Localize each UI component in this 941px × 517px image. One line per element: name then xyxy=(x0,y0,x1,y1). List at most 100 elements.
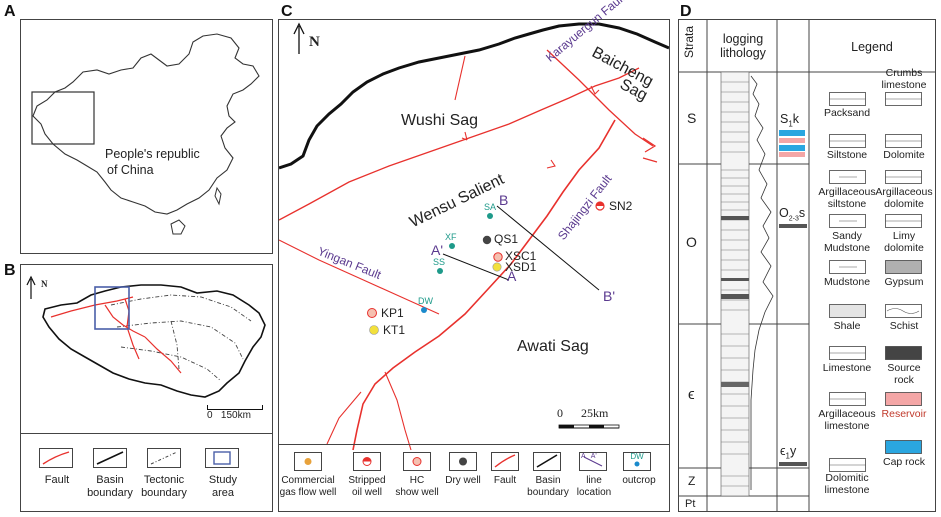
legend-dolomitic-limestone-1: Dolomitic xyxy=(825,472,869,484)
legend-argillaceous-siltstone-2: siltstone xyxy=(827,198,867,210)
study-region-box xyxy=(31,91,95,145)
legend-argillaceous-limestone: Argillaceous limestone xyxy=(815,408,879,432)
legend-sandy-mudstone: Sandy Mudstone xyxy=(815,230,879,254)
stratigraphic-column xyxy=(679,20,935,511)
legend-hc-line1: HC xyxy=(409,475,425,486)
header-logging: logging lithology xyxy=(709,32,777,60)
well-kt1 xyxy=(369,325,379,335)
basin-swatch-b xyxy=(93,448,127,468)
formation-o23s-end: s xyxy=(798,206,806,220)
well-xf xyxy=(449,243,455,249)
legend-line-line1: line xyxy=(586,475,602,486)
legend-hc-line2: show well xyxy=(395,487,439,498)
formation-o23s: O2-3s xyxy=(779,206,805,223)
legend-crumbs-limestone-2: limestone xyxy=(881,79,927,91)
region-wushi-sag: Wushi Sag xyxy=(401,112,479,129)
legend-schist: Schist xyxy=(889,320,919,332)
legend-gas-line2: gas flow well xyxy=(279,487,337,498)
line-icon-text: A A' xyxy=(581,453,597,460)
stratum-pt: Pt xyxy=(685,498,696,510)
panel-a-label: A xyxy=(4,3,16,20)
panel-a-map: People's republic of China xyxy=(20,19,273,254)
legend-crumbs-limestone: Crumbs limestone xyxy=(873,67,935,91)
legend-reservoir: Reservoir xyxy=(881,408,927,420)
legend-fault-b: Fault xyxy=(44,474,70,486)
well-label-xsc1: XSC1 xyxy=(505,249,537,263)
fault-map xyxy=(279,22,669,451)
well-label-ss: SS xyxy=(433,257,446,267)
formation-s1k: S1k xyxy=(780,112,799,129)
line-label-a-prime: A' xyxy=(431,242,444,258)
legend-sandy-mudstone-2: Mudstone xyxy=(823,242,871,254)
well-kp1 xyxy=(367,308,377,318)
well-sa xyxy=(487,213,493,219)
formation-o23s-main: O xyxy=(779,206,789,220)
legend-b: Fault Basin boundary Tectonic boundary S… xyxy=(21,433,272,512)
formation-e1y-sub: 1 xyxy=(785,451,790,461)
legend-sandy-mudstone-1: Sandy xyxy=(832,230,862,242)
header-strata: Strata xyxy=(682,25,696,58)
panel-d-column: Strata logging lithology Legend S O ϵ Z … xyxy=(678,19,936,512)
china-outline xyxy=(31,33,260,235)
legend-tectonic-b: Tectonic boundary xyxy=(141,474,187,499)
north-label-b: N xyxy=(41,279,48,289)
well-label-sn2: SN2 xyxy=(609,199,633,213)
study-area-box xyxy=(94,286,130,330)
header-legend: Legend xyxy=(851,40,893,54)
line-label-b: B xyxy=(499,192,509,208)
legend-dolomite: Dolomite xyxy=(883,149,925,161)
formation-e1y-end: y xyxy=(789,444,797,458)
well-dw xyxy=(421,307,427,313)
legend-hc-well: HC show well xyxy=(393,475,441,499)
legend-oil-line1: Stripped xyxy=(348,475,386,486)
formation-o23s-sub: 2-3 xyxy=(788,215,799,223)
well-ss xyxy=(437,268,443,274)
legend-outcrop: outcrop xyxy=(622,475,656,486)
legend-dolomitic-limestone-2: limestone xyxy=(824,484,870,496)
well-label-xf: XF xyxy=(445,232,457,242)
country-label: People's republic of China xyxy=(105,146,200,178)
scale-label-b: 0 150km xyxy=(207,410,251,421)
legend-packsand: Packsand xyxy=(823,107,871,119)
stratum-o: O xyxy=(686,234,697,250)
panel-d-label: D xyxy=(680,3,692,20)
region-awati-sag: Awati Sag xyxy=(517,338,589,355)
well-label-kp1: KP1 xyxy=(381,306,404,320)
well-qs1 xyxy=(482,235,492,245)
legend-mudstone: Mudstone xyxy=(823,276,871,288)
legend-basin-c: Basin boundary xyxy=(527,475,569,499)
legend-source-rock: Source rock xyxy=(873,362,935,386)
header-logging-line2: lithology xyxy=(720,46,766,60)
legend-fault-c: Fault xyxy=(493,475,517,486)
legend-limy-dolomite-2: dolomite xyxy=(884,242,924,254)
well-xsc1 xyxy=(493,252,503,262)
legend-crumbs-limestone-1: Crumbs xyxy=(885,67,923,79)
country-label-line1: People's republic xyxy=(105,147,200,161)
panel-c-map: N Wushi Sag Baicheng Sag Wensu Salient A… xyxy=(278,0,670,512)
legend-cap-rock: Cap rock xyxy=(882,456,925,468)
legend-line-line2: location xyxy=(576,487,612,498)
legend-argillaceous-limestone-1: Argillaceous xyxy=(818,408,876,420)
well-xsd1 xyxy=(492,262,502,272)
well-label-kt1: KT1 xyxy=(383,323,406,337)
legend-argillaceous-limestone-2: limestone xyxy=(824,420,870,432)
country-label-line2: of China xyxy=(107,163,154,177)
north-label-c: N xyxy=(309,34,320,50)
scale-bar-b: 0 150km xyxy=(207,405,263,421)
formation-s1k-main: S xyxy=(780,112,789,126)
stratum-s: S xyxy=(687,110,697,126)
study-swatch-b xyxy=(205,448,239,468)
well-label-dw: DW xyxy=(418,296,433,306)
legend-basin-b: Basin boundary xyxy=(87,474,133,499)
panel-c-label: C xyxy=(281,3,293,20)
legend-basin-line1: Basin xyxy=(535,475,561,486)
formation-s1k-end: k xyxy=(792,112,800,126)
legend-oil-line2: oil well xyxy=(351,487,382,498)
formation-e1y-main: ϵ xyxy=(780,444,786,458)
legend-limy-dolomite-1: Limy xyxy=(892,230,916,242)
legend-gas-well: Commercial gas flow well xyxy=(279,475,337,499)
formation-e1y: ϵ1y xyxy=(780,444,796,461)
legend-argillaceous-dolomite: Argillaceous dolomite xyxy=(873,186,935,210)
well-label-xsd1: XSD1 xyxy=(505,260,537,274)
scale-label-c: 0 25km xyxy=(557,406,609,420)
